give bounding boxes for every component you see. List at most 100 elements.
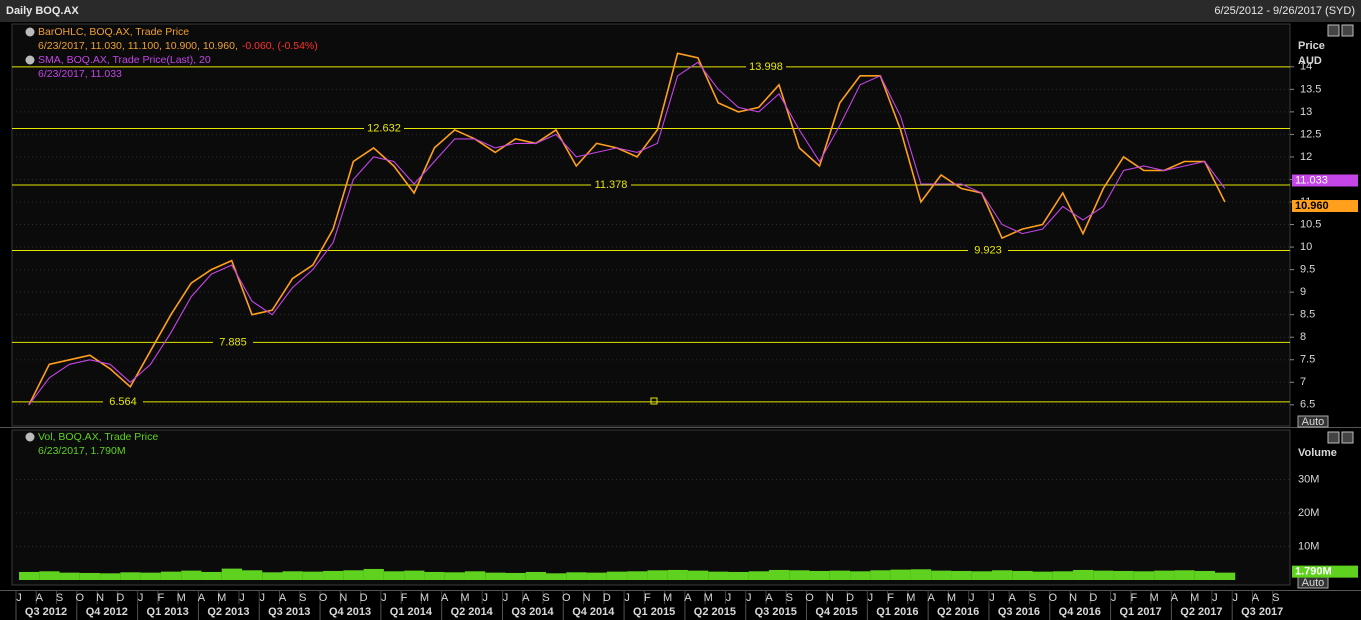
- x-tick-label: O: [319, 592, 328, 604]
- volume-bar: [606, 571, 628, 580]
- x-tick-label: O: [1048, 592, 1057, 604]
- x-tick-label: M: [704, 592, 713, 604]
- x-tick-label: F: [887, 592, 894, 604]
- legend-text: 6/23/2017, 11.033: [38, 68, 122, 80]
- volume-panel: [11, 429, 1291, 586]
- x-tick-label: A: [1171, 592, 1179, 604]
- quarter-label: Q2 2016: [937, 606, 979, 618]
- x-tick-label: J: [138, 592, 144, 604]
- close-button[interactable]: [1341, 24, 1354, 37]
- volume-bar: [809, 570, 830, 580]
- x-tick-label: N: [96, 592, 104, 604]
- volume-bar: [120, 572, 141, 580]
- last-value-tag: [1292, 174, 1358, 187]
- x-tick-label: O: [805, 592, 814, 604]
- y-tick-label: 20M: [1298, 507, 1319, 519]
- price-panel: [11, 23, 1291, 427]
- x-tick-label: A: [279, 592, 287, 604]
- quarter-label: Q4 2015: [815, 606, 857, 618]
- volume-bar: [951, 570, 972, 580]
- volume-bar: [444, 572, 465, 580]
- quarter-label: Q1 2017: [1119, 606, 1161, 618]
- quarter-label: Q3 2012: [25, 606, 67, 618]
- legend-text: SMA, BOQ.AX, Trade Price(Last), 20: [38, 54, 211, 66]
- quarter-label: Q1 2014: [390, 606, 433, 618]
- quarter-label: Q3 2013: [268, 606, 310, 618]
- quarter-label: Q4 2013: [329, 606, 371, 618]
- x-tick-label: N: [339, 592, 347, 604]
- volume-bar: [1133, 571, 1155, 580]
- x-tick-label: D: [116, 592, 124, 604]
- volume-bar: [1113, 570, 1134, 580]
- legend-text: BarOHLC, BOQ.AX, Trade Price: [38, 26, 189, 38]
- volume-bar: [160, 571, 182, 580]
- legend-icon[interactable]: [25, 432, 35, 442]
- level-label-bg: [213, 336, 253, 349]
- volume-bar: [39, 571, 60, 580]
- legend-icon[interactable]: [25, 27, 35, 37]
- x-tick-label: A: [198, 592, 206, 604]
- volume-bar: [1174, 570, 1195, 580]
- anchor-handle[interactable]: [650, 397, 658, 405]
- x-tick-label: O: [76, 592, 85, 604]
- quarter-label: Q4 2016: [1059, 606, 1101, 618]
- x-tick-label: A: [1009, 592, 1017, 604]
- x-tick-label: M: [177, 592, 186, 604]
- y-axis-title: Price: [1298, 40, 1325, 52]
- legend-text: Vol, BOQ.AX, Trade Price: [38, 431, 158, 443]
- x-tick-label: F: [644, 592, 651, 604]
- x-tick-label: A: [36, 592, 44, 604]
- x-tick-label: S: [1272, 592, 1279, 604]
- price-line: [28, 52, 1226, 406]
- maximize-button[interactable]: [1327, 431, 1340, 444]
- x-tick-label: A: [441, 592, 449, 604]
- x-tick-label: A: [684, 592, 692, 604]
- volume-bar: [687, 570, 709, 580]
- x-tick-label: M: [906, 592, 915, 604]
- quarter-label: Q1 2013: [147, 606, 189, 618]
- legend-icon[interactable]: [25, 55, 35, 65]
- volume-bar: [789, 570, 810, 580]
- legend-ohlc: 6/23/2017, 11.030, 11.100, 10.900, 10.96…: [38, 40, 238, 52]
- level-label-bg: [364, 122, 404, 135]
- x-tick-label: F: [1130, 592, 1137, 604]
- volume-bar: [100, 573, 121, 580]
- volume-bar: [1073, 569, 1094, 580]
- volume-bar: [505, 572, 526, 580]
- x-tick-label: A: [927, 592, 935, 604]
- volume-bar: [485, 572, 506, 580]
- volume-bar: [302, 571, 324, 580]
- auto-button[interactable]: [1297, 415, 1329, 428]
- level-label: 11.378: [595, 179, 628, 191]
- x-tick-label: A: [522, 592, 530, 604]
- close-button[interactable]: [1341, 431, 1354, 444]
- y-tick-label: 10: [1300, 241, 1312, 253]
- volume-bar: [221, 568, 242, 580]
- x-tick-label: M: [663, 592, 672, 604]
- auto-button-label: Auto: [1302, 416, 1325, 428]
- volume-bar: [546, 573, 567, 580]
- quarter-label: Q4 2014: [572, 606, 615, 618]
- volume-bar: [262, 572, 283, 580]
- volume-bar: [627, 571, 648, 580]
- volume-bar: [424, 571, 445, 580]
- volume-bar: [850, 571, 871, 580]
- y-tick-label: 10.5: [1300, 218, 1321, 230]
- y-tick-label: 7.5: [1300, 354, 1315, 366]
- x-tick-label: M: [217, 592, 226, 604]
- y-tick-label: 9.5: [1300, 264, 1315, 276]
- level-label-bg: [591, 178, 631, 191]
- volume-bar: [201, 571, 222, 580]
- x-tick-label: A: [1252, 592, 1260, 604]
- y-tick-label: 10M: [1298, 540, 1319, 552]
- last-value-tag: [1292, 565, 1358, 578]
- maximize-button[interactable]: [1327, 24, 1340, 37]
- price-line: [28, 61, 1226, 406]
- y-tick-label: 13.5: [1300, 83, 1321, 95]
- y-tick-label: 14: [1300, 61, 1312, 73]
- volume-bar: [1154, 570, 1175, 580]
- y-tick-label: 12.5: [1300, 128, 1321, 140]
- x-tick-label: S: [786, 592, 793, 604]
- x-tick-label: J: [989, 592, 995, 604]
- volume-bar: [1032, 571, 1053, 580]
